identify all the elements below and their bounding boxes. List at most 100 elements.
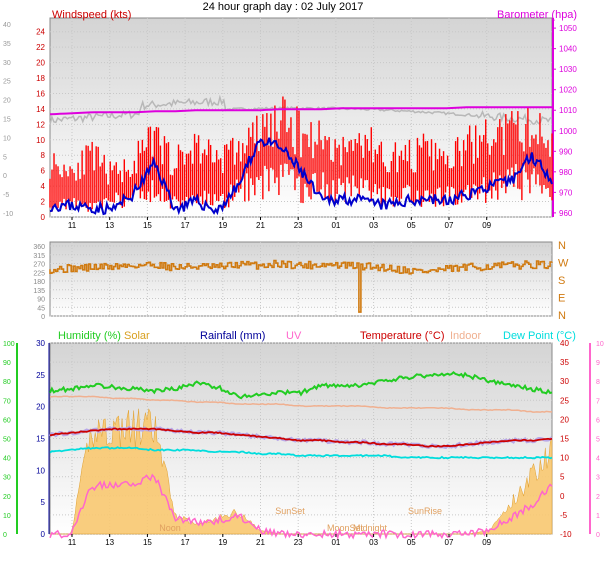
rain-y-label-4: 10: [36, 466, 45, 475]
hum-y-label-3: 70: [3, 398, 11, 405]
wind-y-label-0: 24: [36, 28, 45, 37]
baro-y-label-2: 1030: [559, 65, 577, 74]
wind-far-y-label-7: 5: [3, 154, 7, 161]
temp-y-label-8: 0: [560, 492, 565, 501]
legend-item-1: Solar: [124, 330, 150, 342]
wind-far-y-label-8: 0: [3, 173, 7, 180]
wind-far-y-label-0: 40: [3, 22, 11, 29]
rain-y-label-2: 20: [36, 403, 45, 412]
baro-y-label-4: 1010: [559, 106, 577, 115]
legend-item-2: Rainfall (mm): [200, 330, 265, 342]
wind-x-label-10: 07: [445, 221, 454, 230]
dir-compass-label-4: N: [558, 310, 566, 322]
direction-plot-area: [49, 241, 553, 317]
legend-item-5: Indoor: [450, 330, 482, 342]
wind-y-label-6: 12: [36, 120, 45, 129]
wind-far-y-label-5: 15: [3, 117, 11, 124]
uv-y-label-2: 8: [596, 379, 600, 386]
dir-y-label-3: 225: [33, 270, 45, 277]
uv-y-label-0: 10: [596, 341, 604, 348]
wind-y-label-12: 0: [41, 213, 46, 222]
uv-y-label-4: 6: [596, 417, 600, 424]
temp-y-label-4: 20: [560, 415, 569, 424]
wind-x-label-8: 03: [369, 221, 378, 230]
temp-y-label-10: -10: [560, 530, 572, 539]
wind-far-y-label-9: -5: [3, 192, 9, 199]
temp-y-label-6: 10: [560, 454, 569, 463]
event-label-0: Noon: [159, 523, 181, 533]
temp-y-label-2: 30: [560, 377, 569, 386]
baro-y-label-9: 960: [559, 209, 573, 218]
temp-x-label-10: 07: [445, 538, 454, 547]
temp-y-label-9: -5: [560, 511, 568, 520]
wind-y-label-11: 2: [41, 198, 46, 207]
temperature-series: [49, 427, 553, 448]
hum-y-label-1: 90: [3, 360, 11, 367]
wind-y-label-7: 10: [36, 136, 45, 145]
baro-y-label-1: 1040: [559, 45, 577, 54]
dir-y-label-7: 45: [37, 305, 45, 312]
dir-y-label-1: 315: [33, 253, 45, 260]
temp-x-label-1: 13: [105, 538, 114, 547]
wind-far-y-label-2: 30: [3, 60, 11, 67]
uv-y-label-10: 0: [596, 532, 600, 539]
temp-x-label-9: 05: [407, 538, 416, 547]
baro-series: [49, 106, 552, 116]
uv-y-label-7: 3: [596, 475, 600, 482]
dir-y-label-6: 90: [37, 297, 45, 304]
wind-far-y-label-3: 25: [3, 79, 11, 86]
dir-y-label-0: 360: [33, 244, 45, 251]
dir-y-label-8: 0: [41, 314, 45, 321]
wind-y-label-4: 16: [36, 89, 45, 98]
hum-y-label-10: 0: [3, 532, 7, 539]
dir-compass-label-1: W: [558, 258, 569, 270]
temp-x-label-3: 17: [181, 538, 190, 547]
uv-series: [49, 473, 553, 541]
dir-compass-label-2: S: [558, 275, 565, 287]
direction-series: [49, 259, 553, 313]
wind-x-label-6: 23: [294, 221, 303, 230]
wind-x-label-9: 05: [407, 221, 416, 230]
wind-far-y-label-6: 10: [3, 135, 11, 142]
event-label-3: SunRise: [408, 506, 442, 516]
wind-x-label-0: 11: [68, 221, 77, 230]
rain-y-label-0: 30: [36, 339, 45, 348]
event-label-2: Midnight: [353, 523, 388, 533]
temp-x-label-0: 11: [68, 538, 77, 547]
hum-y-label-4: 60: [3, 417, 11, 424]
hum-y-label-6: 40: [3, 456, 11, 463]
baro-y-label-3: 1020: [559, 86, 577, 95]
uv-y-label-6: 4: [596, 456, 600, 463]
dir-y-label-5: 135: [33, 288, 45, 295]
temp-y-label-3: 25: [560, 396, 569, 405]
hum-y-label-2: 80: [3, 379, 11, 386]
page-title: 24 hour graph day : 02 July 2017: [203, 1, 364, 13]
hum-y-label-9: 10: [3, 513, 11, 520]
uv-y-label-8: 2: [596, 494, 600, 501]
hum-y-label-8: 20: [3, 494, 11, 501]
hum-y-label-7: 30: [3, 475, 11, 482]
event-label-4: MoonSet: [327, 523, 364, 533]
temp-y-label-7: 5: [560, 473, 565, 482]
rain-y-label-6: 0: [41, 530, 46, 539]
baro-y-label-5: 1000: [559, 127, 577, 136]
wind-y-label-10: 4: [41, 182, 46, 191]
solar-series: [50, 407, 553, 535]
dewpoint-series: [49, 446, 553, 460]
dir-y-label-4: 180: [33, 279, 45, 286]
temp-x-label-8: 03: [369, 538, 378, 547]
baro-y-label-0: 1050: [559, 24, 577, 33]
baro-y-label-8: 970: [559, 188, 573, 197]
legend-item-3: UV: [286, 330, 302, 342]
legend-item-6: Dew Point (°C): [503, 330, 576, 342]
temp-x-label-4: 19: [218, 538, 227, 547]
temp-y-label-5: 15: [560, 435, 569, 444]
indoor-series: [49, 395, 552, 413]
wind-y-label-1: 22: [36, 43, 45, 52]
humidity-series: [49, 370, 553, 400]
wind-far-y-label-10: -10: [3, 211, 13, 218]
rain-y-label-5: 5: [41, 498, 46, 507]
hum-y-label-0: 100: [3, 341, 15, 348]
dir-y-label-2: 270: [33, 262, 45, 269]
